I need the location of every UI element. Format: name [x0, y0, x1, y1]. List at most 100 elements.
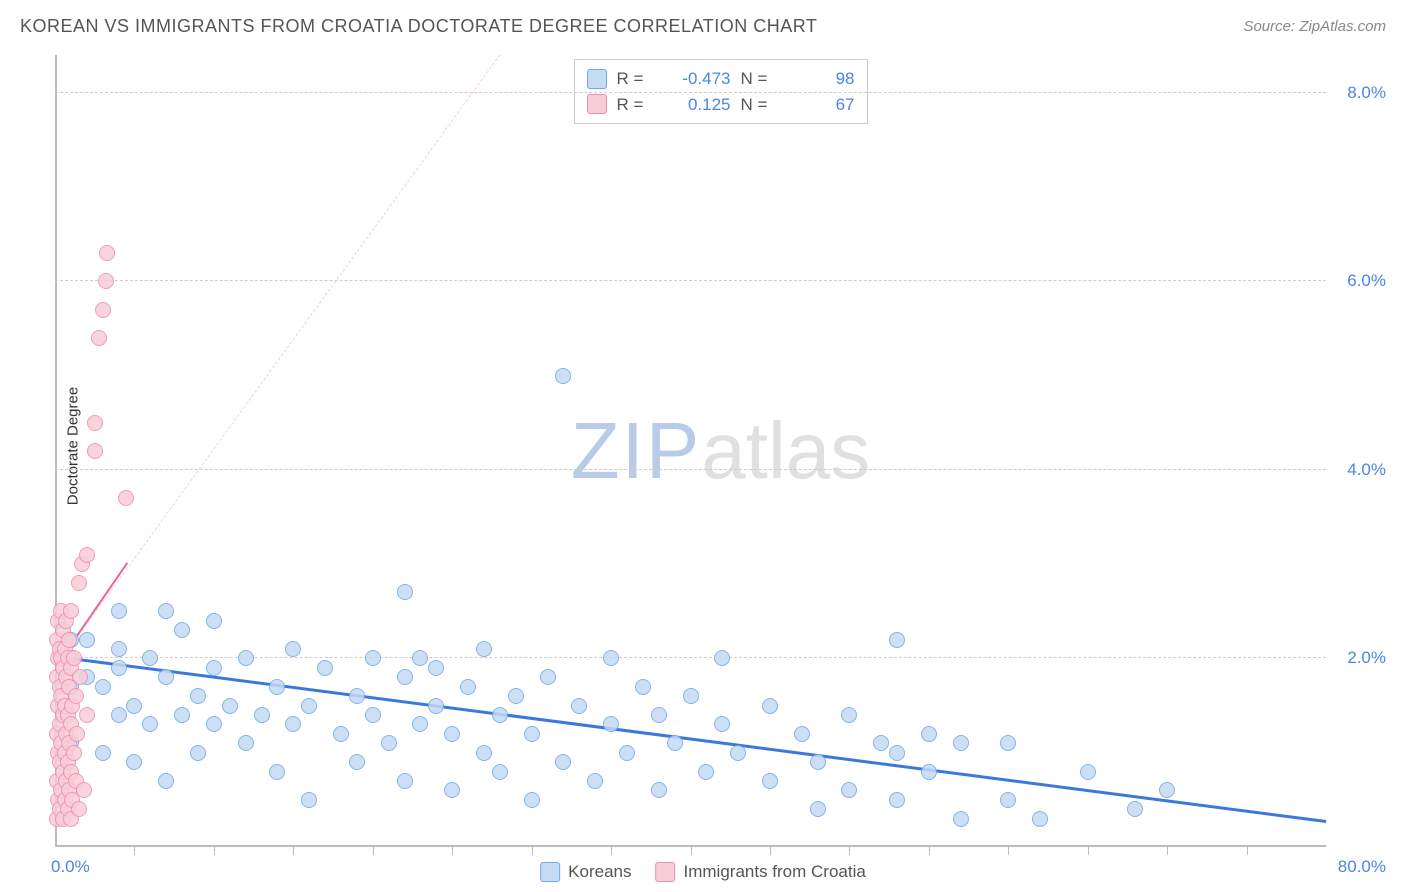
- legend-swatch-2: [587, 94, 607, 114]
- r-label: R =: [617, 92, 651, 118]
- source-label: Source: ZipAtlas.com: [1243, 18, 1386, 35]
- data-point: [428, 660, 444, 676]
- data-point: [841, 707, 857, 723]
- data-point: [619, 745, 635, 761]
- data-point: [158, 773, 174, 789]
- data-point: [95, 302, 111, 318]
- data-point: [397, 773, 413, 789]
- data-point: [698, 764, 714, 780]
- data-point: [1080, 764, 1096, 780]
- data-point: [524, 792, 540, 808]
- data-point: [111, 660, 127, 676]
- legend-item-1: Koreans: [540, 862, 631, 882]
- chart-title: KOREAN VS IMMIGRANTS FROM CROATIA DOCTOR…: [20, 16, 817, 37]
- data-point: [889, 632, 905, 648]
- data-point: [111, 603, 127, 619]
- r-value-2: 0.125: [661, 92, 731, 118]
- data-point: [206, 716, 222, 732]
- r-label: R =: [617, 66, 651, 92]
- data-point: [651, 707, 667, 723]
- legend-label-2: Immigrants from Croatia: [684, 862, 866, 882]
- data-point: [206, 613, 222, 629]
- data-point: [381, 735, 397, 751]
- data-point: [98, 273, 114, 289]
- data-point: [87, 415, 103, 431]
- gridline: [55, 280, 1326, 281]
- data-point: [1127, 801, 1143, 817]
- x-tick: [532, 847, 533, 855]
- data-point: [730, 745, 746, 761]
- data-point: [1000, 735, 1016, 751]
- legend-swatch-1: [587, 69, 607, 89]
- data-point: [921, 764, 937, 780]
- data-point: [667, 735, 683, 751]
- data-point: [953, 811, 969, 827]
- legend-swatch-2b: [656, 862, 676, 882]
- data-point: [69, 726, 85, 742]
- data-point: [87, 443, 103, 459]
- data-point: [397, 669, 413, 685]
- y-tick-label: 6.0%: [1347, 271, 1386, 291]
- data-point: [333, 726, 349, 742]
- data-point: [301, 792, 317, 808]
- data-point: [762, 773, 778, 789]
- data-point: [1032, 811, 1048, 827]
- n-label: N =: [741, 66, 775, 92]
- data-point: [587, 773, 603, 789]
- data-point: [412, 650, 428, 666]
- data-point: [79, 547, 95, 563]
- data-point: [524, 726, 540, 742]
- data-point: [111, 707, 127, 723]
- data-point: [285, 641, 301, 657]
- data-point: [68, 688, 84, 704]
- data-point: [492, 764, 508, 780]
- data-point: [126, 698, 142, 714]
- data-point: [794, 726, 810, 742]
- data-point: [61, 632, 77, 648]
- data-point: [540, 669, 556, 685]
- data-point: [269, 764, 285, 780]
- n-label: N =: [741, 92, 775, 118]
- data-point: [142, 650, 158, 666]
- gridline: [55, 469, 1326, 470]
- n-value-2: 67: [785, 92, 855, 118]
- x-tick: [849, 847, 850, 855]
- y-tick-label: 8.0%: [1347, 83, 1386, 103]
- y-tick-label: 2.0%: [1347, 648, 1386, 668]
- n-value-1: 98: [785, 66, 855, 92]
- x-tick: [452, 847, 453, 855]
- data-point: [79, 632, 95, 648]
- data-point: [810, 754, 826, 770]
- data-point: [889, 792, 905, 808]
- x-tick: [134, 847, 135, 855]
- data-point: [444, 726, 460, 742]
- data-point: [683, 688, 699, 704]
- gridline: [55, 92, 1326, 93]
- chart-area: ZIPatlas 0.0% 80.0% R = -0.473 N = 98 R …: [55, 55, 1386, 847]
- data-point: [603, 716, 619, 732]
- data-point: [365, 650, 381, 666]
- data-point: [111, 641, 127, 657]
- data-point: [460, 679, 476, 695]
- data-point: [95, 679, 111, 695]
- data-point: [841, 782, 857, 798]
- data-point: [317, 660, 333, 676]
- data-point: [412, 716, 428, 732]
- data-point: [1159, 782, 1175, 798]
- trend-line: [55, 54, 501, 667]
- x-origin-label: 0.0%: [51, 857, 90, 877]
- data-point: [889, 745, 905, 761]
- data-point: [635, 679, 651, 695]
- data-point: [953, 735, 969, 751]
- legend-label-1: Koreans: [568, 862, 631, 882]
- data-point: [873, 735, 889, 751]
- plot-region: ZIPatlas 0.0% 80.0% R = -0.473 N = 98 R …: [55, 55, 1386, 847]
- data-point: [349, 754, 365, 770]
- watermark-atlas: atlas: [701, 406, 870, 495]
- data-point: [66, 745, 82, 761]
- x-tick: [691, 847, 692, 855]
- data-point: [79, 707, 95, 723]
- data-point: [365, 707, 381, 723]
- data-point: [921, 726, 937, 742]
- data-point: [238, 650, 254, 666]
